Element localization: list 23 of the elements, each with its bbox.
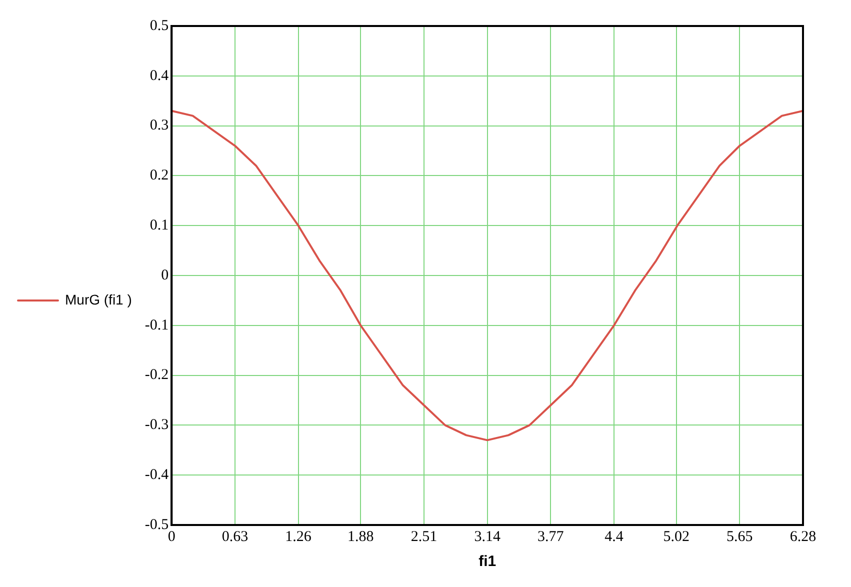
y-tick-label: -0.1 <box>144 317 169 334</box>
y-tick-label: -0.3 <box>144 417 169 434</box>
x-tick-label: 1.88 <box>348 528 374 545</box>
y-tick-label: -0.4 <box>144 467 170 484</box>
x-axis-title: fi1 <box>478 553 496 570</box>
y-tick-label: 0.2 <box>150 168 169 184</box>
x-tick-label: 1.26 <box>285 528 312 545</box>
y-tick-label: 0.5 <box>150 18 169 34</box>
legend-label: MurG (fi1 ) <box>65 291 132 308</box>
y-tick-label: 0.1 <box>150 218 169 234</box>
y-tick-label: -0.2 <box>144 367 169 384</box>
x-tick-label: 3.77 <box>538 528 564 545</box>
x-tick-label: 3.14 <box>474 528 501 545</box>
y-tick-label: 0.4 <box>150 68 170 84</box>
x-tick-label: 5.65 <box>726 528 753 545</box>
y-tick-label: 0.3 <box>150 118 169 134</box>
x-tick-label: 2.51 <box>410 528 438 545</box>
y-tick-label: 0 <box>161 267 169 284</box>
x-tick-label: 0.63 <box>222 528 248 545</box>
x-tick-label: 4.4 <box>604 528 624 545</box>
x-tick-label: 5.02 <box>663 528 690 545</box>
x-tick-label: 6.28 <box>790 528 816 545</box>
y-tick-label: -0.5 <box>144 516 169 533</box>
